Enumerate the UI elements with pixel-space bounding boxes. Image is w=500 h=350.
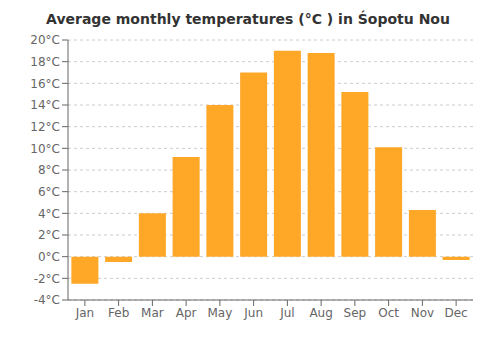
svg-text:-2°C: -2°C (34, 272, 60, 286)
svg-text:8°C: 8°C (38, 163, 60, 177)
svg-text:Feb: Feb (108, 306, 129, 320)
svg-text:Oct: Oct (378, 306, 399, 320)
svg-text:16°C: 16°C (30, 77, 60, 91)
svg-text:2°C: 2°C (38, 228, 60, 242)
html-text:Average monthly temperatures (: Average monthly temperatures (°C ) in Śo… (46, 11, 450, 27)
svg-text:Nov: Nov (411, 306, 434, 320)
svg-text:6°C: 6°C (38, 185, 60, 199)
svg-text:Dec: Dec (445, 306, 468, 320)
svg-text:-4°C: -4°C (34, 293, 60, 307)
svg-text:12°C: 12°C (30, 120, 60, 134)
svg-text:Mar: Mar (141, 306, 164, 320)
svg-text:Jun: Jun (243, 306, 263, 320)
svg-text:10°C: 10°C (30, 142, 60, 156)
svg-text:4°C: 4°C (38, 207, 60, 221)
svg-text:14°C: 14°C (30, 98, 60, 112)
svg-text:Apr: Apr (176, 306, 197, 320)
svg-text:0°C: 0°C (38, 250, 60, 264)
svg-text:Sep: Sep (344, 306, 367, 320)
svg-text:Jul: Jul (279, 306, 294, 320)
svg-text:18°C: 18°C (30, 55, 60, 69)
svg-text:20°C: 20°C (30, 33, 60, 47)
svg-text:May: May (207, 306, 232, 320)
svg-text:Aug: Aug (309, 306, 332, 320)
svg-text:Jan: Jan (75, 306, 95, 320)
